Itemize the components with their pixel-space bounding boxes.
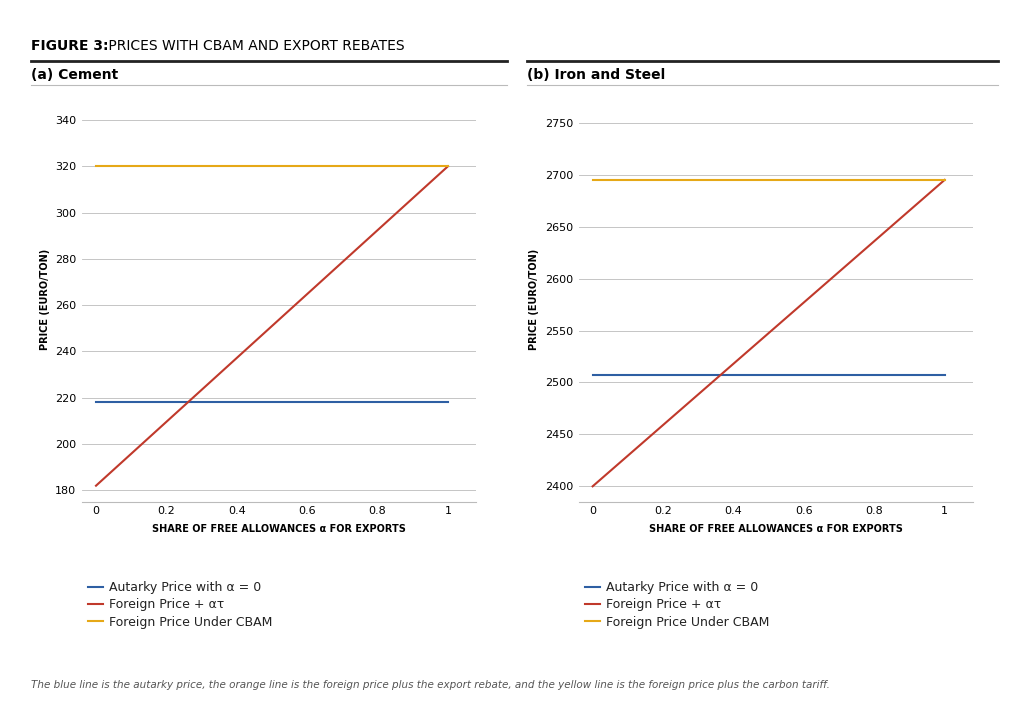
Legend: Autarky Price with α = 0, Foreign Price + ατ, Foreign Price Under CBAM: Autarky Price with α = 0, Foreign Price …	[88, 581, 272, 629]
Text: FIGURE 3:: FIGURE 3:	[31, 39, 109, 54]
Text: (a) Cement: (a) Cement	[31, 68, 118, 82]
Legend: Autarky Price with α = 0, Foreign Price + ατ, Foreign Price Under CBAM: Autarky Price with α = 0, Foreign Price …	[585, 581, 769, 629]
Text: (b) Iron and Steel: (b) Iron and Steel	[527, 68, 666, 82]
Text: The blue line is the autarky price, the orange line is the foreign price plus th: The blue line is the autarky price, the …	[31, 680, 829, 690]
X-axis label: SHARE OF FREE ALLOWANCES α FOR EXPORTS: SHARE OF FREE ALLOWANCES α FOR EXPORTS	[153, 524, 406, 534]
Text: PRICES WITH CBAM AND EXPORT REBATES: PRICES WITH CBAM AND EXPORT REBATES	[104, 39, 406, 54]
Y-axis label: PRICE (EURO/TON): PRICE (EURO/TON)	[40, 249, 49, 350]
Y-axis label: PRICE (EURO/TON): PRICE (EURO/TON)	[529, 249, 540, 350]
X-axis label: SHARE OF FREE ALLOWANCES α FOR EXPORTS: SHARE OF FREE ALLOWANCES α FOR EXPORTS	[649, 524, 902, 534]
